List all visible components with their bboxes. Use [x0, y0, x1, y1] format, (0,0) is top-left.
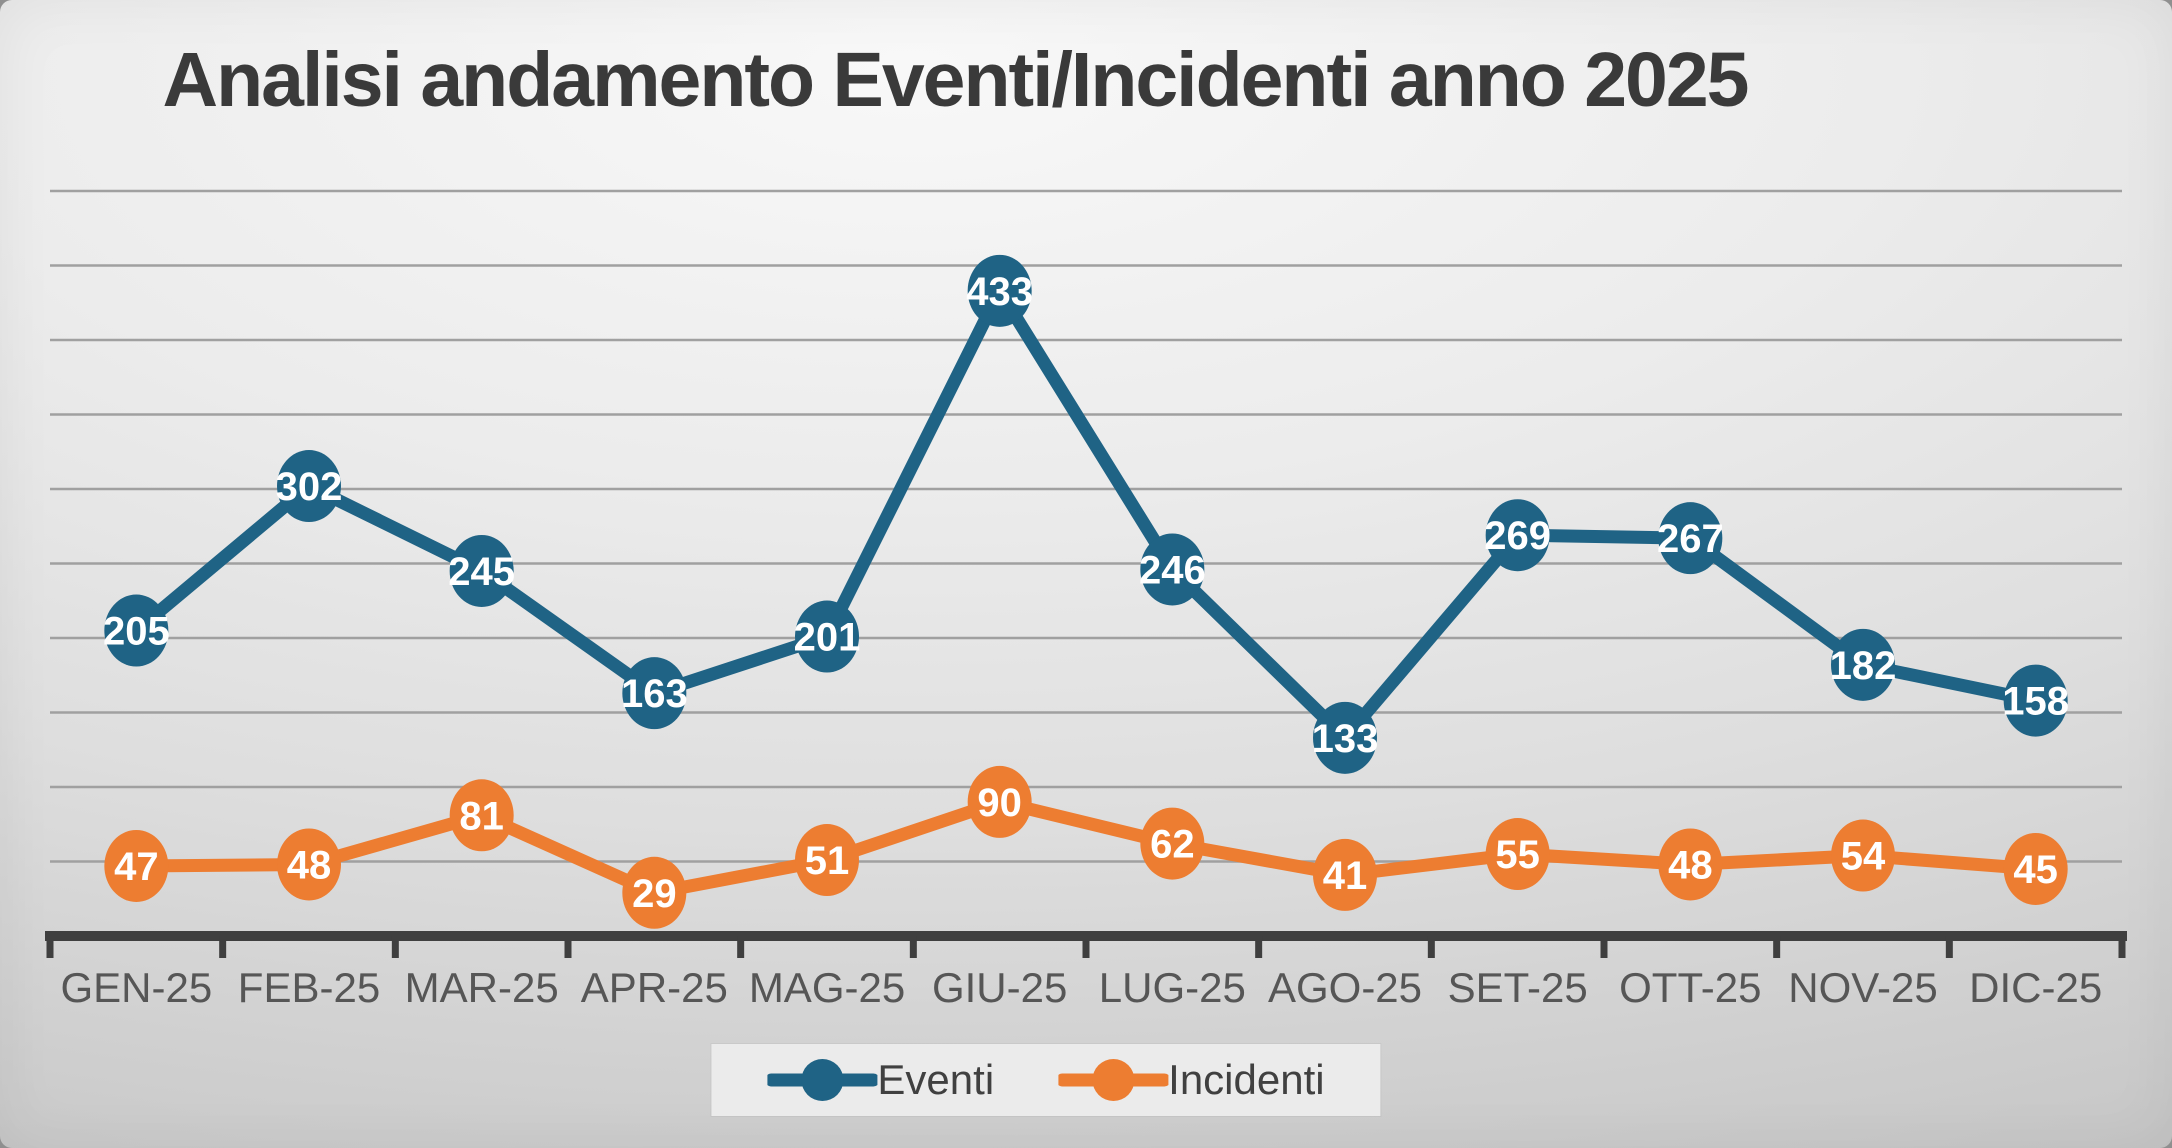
x-axis-label: MAR-25 — [405, 964, 559, 1011]
data-label-eventi: 163 — [621, 672, 688, 716]
x-axis-label: MAG-25 — [749, 964, 905, 1011]
marker-incidenti — [1658, 828, 1723, 901]
data-label-incidenti: 48 — [287, 843, 332, 887]
marker-eventi — [449, 534, 514, 607]
marker-eventi — [622, 657, 687, 730]
data-label-incidenti: 81 — [459, 794, 504, 838]
marker-eventi — [1658, 502, 1723, 575]
data-label-incidenti: 51 — [805, 839, 850, 883]
legend-item-incidenti: Incidenti — [1058, 1054, 1325, 1106]
marker-incidenti — [622, 856, 687, 929]
x-axis-label: APR-25 — [581, 964, 728, 1011]
data-label-eventi: 245 — [448, 550, 515, 594]
marker-incidenti — [1140, 807, 1205, 880]
data-label-eventi: 269 — [1484, 514, 1551, 558]
marker-incidenti — [2003, 832, 2068, 905]
data-label-eventi: 267 — [1657, 517, 1724, 561]
data-label-incidenti: 90 — [977, 781, 1022, 825]
marker-incidenti — [1485, 818, 1550, 891]
legend-label: Incidenti — [1168, 1056, 1325, 1103]
data-label-incidenti: 47 — [114, 845, 159, 889]
data-label-incidenti: 62 — [1150, 823, 1195, 867]
data-label-incidenti: 48 — [1668, 843, 1713, 887]
x-axis-label: GIU-25 — [932, 964, 1067, 1011]
data-label-eventi: 433 — [966, 270, 1033, 314]
data-label-eventi: 182 — [1830, 644, 1897, 688]
marker-eventi — [277, 450, 341, 523]
data-label-eventi: 158 — [2002, 680, 2069, 724]
x-axis-label: SET-25 — [1448, 964, 1588, 1011]
data-label-incidenti: 29 — [632, 872, 677, 916]
marker-incidenti — [795, 824, 859, 897]
x-axis-label: NOV-25 — [1788, 964, 1937, 1011]
x-axis-label: AGO-25 — [1268, 964, 1422, 1011]
marker-incidenti — [104, 829, 169, 902]
legend-label: Eventi — [877, 1056, 995, 1103]
data-label-eventi: 246 — [1139, 548, 1206, 592]
marker-eventi — [795, 600, 859, 673]
data-label-eventi: 302 — [276, 465, 343, 509]
marker-incidenti — [1831, 819, 1895, 892]
marker-eventi — [1140, 533, 1205, 606]
data-label-incidenti: 54 — [1841, 835, 1886, 879]
data-label-incidenti: 55 — [1495, 833, 1540, 877]
marker-eventi — [1831, 628, 1895, 701]
data-label-eventi: 133 — [1312, 717, 1379, 761]
marker-eventi — [1485, 499, 1550, 572]
x-axis-label: GEN-25 — [60, 964, 212, 1011]
data-label-eventi: 201 — [794, 616, 861, 660]
series-line-eventi — [129, 284, 2043, 745]
marker-eventi — [2003, 664, 2068, 737]
legend-item-eventi: Eventi — [767, 1054, 994, 1106]
data-label-incidenti: 41 — [1323, 854, 1368, 898]
legend-marker-eventi-icon — [767, 1059, 878, 1101]
series-line-incidenti — [129, 795, 2043, 900]
x-axis-label: OTT-25 — [1619, 964, 1761, 1011]
marker-eventi — [967, 254, 1032, 327]
legend-marker-incidenti-icon — [1058, 1059, 1169, 1101]
marker-incidenti — [449, 779, 514, 852]
marker-incidenti — [277, 828, 341, 901]
marker-eventi — [1313, 701, 1377, 774]
data-label-eventi: 205 — [103, 610, 170, 654]
marker-incidenti — [1313, 838, 1377, 911]
marker-eventi — [104, 594, 169, 667]
marker-incidenti — [967, 765, 1032, 838]
x-axis-label: DIC-25 — [1969, 964, 2102, 1011]
x-axis-label: LUG-25 — [1099, 964, 1246, 1011]
x-axis-label: FEB-25 — [238, 964, 380, 1011]
data-label-incidenti: 45 — [2013, 848, 2058, 892]
chart-title: Analisi andamento Eventi/Incidenti anno … — [162, 37, 1749, 123]
chart-legend: Eventi Incidenti — [711, 1044, 1381, 1116]
